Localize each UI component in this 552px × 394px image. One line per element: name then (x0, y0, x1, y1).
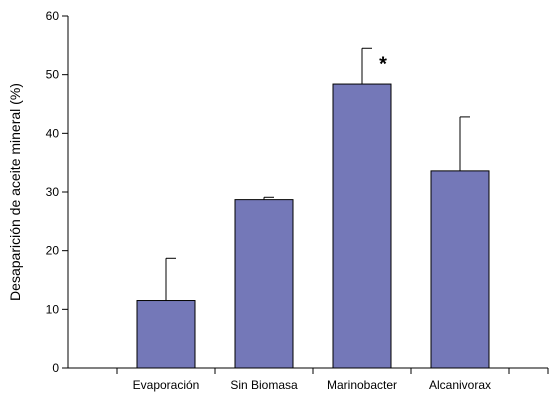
bar-marinobacter (332, 83, 392, 369)
y-ticks-group: 0 10 20 30 40 50 60 (46, 9, 68, 375)
significance-asterisk: * (379, 53, 387, 75)
bars-group (136, 83, 490, 369)
y-tick-label-50: 50 (46, 68, 60, 82)
x-tick-label-0: Evaporación (133, 378, 200, 392)
bar-evaporacin (136, 300, 196, 369)
y-tick-label-60: 60 (46, 9, 60, 23)
y-tick-label-30: 30 (46, 185, 60, 199)
bar-sinbiomasa (234, 199, 294, 369)
y-axis-title: Desaparición de aceite mineral (%) (7, 83, 23, 301)
y-tick-label-10: 10 (46, 302, 60, 316)
y-tick-label-20: 20 (46, 244, 60, 258)
x-tick-label-2: Marinobacter (327, 378, 397, 392)
x-tick-label-3: Alcanivorax (429, 378, 491, 392)
bar-alcanivorax (430, 170, 490, 369)
error-bars-group (165, 47, 470, 301)
y-tick-label-0: 0 (52, 361, 59, 375)
x-ticks-group: Evaporación Sin Biomasa Marinobacter Alcani… (116, 368, 549, 392)
x-tick-label-1: Sin Biomasa (230, 378, 298, 392)
y-tick-label-40: 40 (46, 126, 60, 140)
